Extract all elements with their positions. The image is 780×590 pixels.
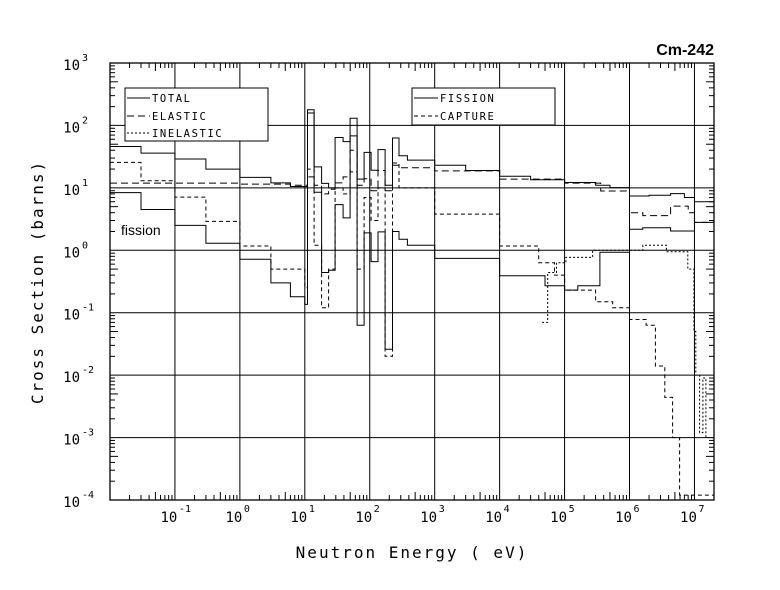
y-tick-label: 10: [63, 495, 80, 511]
x-tick-label: 10: [355, 510, 372, 526]
y-tick-exponent: 3: [82, 53, 88, 64]
x-tick-label: 10: [680, 510, 697, 526]
y-tick-label: 10: [63, 245, 80, 261]
series-inelastic: [542, 244, 714, 439]
x-axis-title: Neutron Energy ( eV): [296, 543, 529, 562]
legend-fission: FISSION: [440, 93, 495, 105]
y-tick-exponent: 2: [82, 115, 88, 126]
y-tick-label: 10: [63, 58, 80, 74]
legend-inelastic: INELASTIC: [152, 128, 223, 140]
x-tick-label: 10: [615, 510, 632, 526]
minor-ticks: [110, 63, 715, 500]
y-axis-title: Cross Section (barns): [28, 160, 47, 404]
series-layer: [110, 109, 714, 496]
legend-total: TOTAL: [152, 93, 192, 105]
fission-annotation: fission: [121, 222, 161, 238]
x-tick-label: 10: [420, 510, 437, 526]
x-tick-exponent: 2: [374, 504, 380, 515]
y-tick-label: 10: [63, 183, 80, 199]
x-tick-exponent: 1: [309, 504, 315, 515]
y-tick-exponent: -4: [82, 490, 94, 501]
chart-title: Cm-242: [656, 42, 714, 59]
y-tick-label: 10: [63, 433, 80, 449]
x-tick-exponent: 5: [569, 504, 575, 515]
y-tick-label: 10: [63, 370, 80, 386]
series-elastic: [110, 149, 714, 223]
x-tick-label: 10: [225, 510, 242, 526]
x-tick-label: 10: [161, 510, 178, 526]
x-tick-exponent: -1: [179, 504, 191, 515]
y-tick-exponent: -2: [82, 365, 94, 376]
x-tick-exponent: 3: [439, 504, 445, 515]
x-tick-label: 10: [290, 510, 307, 526]
y-tick-label: 10: [63, 120, 80, 136]
y-tick-exponent: 1: [82, 178, 88, 189]
y-tick-exponent: -3: [82, 428, 94, 439]
x-tick-label: 10: [550, 510, 567, 526]
legend-capture: CAPTURE: [440, 111, 495, 123]
x-tick-exponent: 6: [634, 504, 640, 515]
legend-left: TOTAL ELASTIC INELASTIC: [124, 87, 269, 142]
y-tick-exponent: 0: [82, 240, 88, 251]
x-tick-label: 10: [485, 510, 502, 526]
plot-frame: [109, 62, 715, 501]
y-tick-label: 10: [63, 308, 80, 324]
y-tick-exponent: -1: [82, 303, 94, 314]
legend-right: FISSION CAPTURE: [411, 87, 556, 126]
series-capture: [110, 161, 714, 496]
series-fission: [110, 112, 714, 350]
x-tick-exponent: 7: [698, 504, 704, 515]
x-tick-exponent: 4: [504, 504, 510, 515]
legend-elastic: ELASTIC: [152, 111, 207, 123]
x-tick-exponent: 0: [244, 504, 250, 515]
